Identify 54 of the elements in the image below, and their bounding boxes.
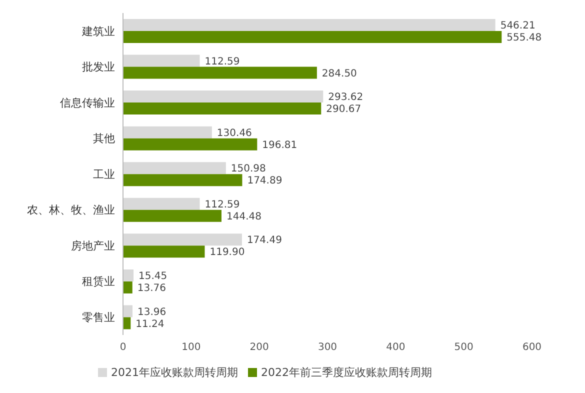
bar xyxy=(123,198,200,210)
data-label: 174.49 xyxy=(246,235,282,246)
data-label: 15.45 xyxy=(138,270,168,282)
data-label: 150.98 xyxy=(230,164,266,175)
x-tick-label: 0 xyxy=(120,342,126,354)
data-label: 290.67 xyxy=(326,104,362,116)
data-label: 130.46 xyxy=(216,128,252,139)
data-label: 13.96 xyxy=(138,306,166,318)
bar xyxy=(123,174,242,186)
data-label: 13.76 xyxy=(137,282,166,294)
data-label: 144.48 xyxy=(226,211,262,222)
x-tick-label: 200 xyxy=(250,342,269,354)
x-tick-label: 400 xyxy=(386,342,406,354)
data-label: 293.62 xyxy=(328,92,364,104)
data-label: 555.48 xyxy=(506,32,542,44)
data-label: 196.81 xyxy=(262,140,298,151)
data-label: 119.90 xyxy=(210,247,245,258)
data-label: 11.24 xyxy=(136,318,164,330)
data-label: 546.21 xyxy=(500,20,536,32)
bar xyxy=(123,19,496,31)
data-label: 174.89 xyxy=(247,176,282,187)
y-tick-label: 农、林、牧、渔业 xyxy=(27,204,115,217)
y-tick-label: 信息传输业 xyxy=(60,96,115,110)
bar xyxy=(123,138,258,150)
bar xyxy=(123,234,242,246)
x-tick-label: 100 xyxy=(182,342,201,354)
bar xyxy=(123,54,200,67)
x-tick-label: 600 xyxy=(522,342,542,354)
bar xyxy=(123,210,222,222)
y-tick-label: 建筑业 xyxy=(81,24,115,38)
x-tick-label: 300 xyxy=(318,342,338,354)
y-tick-label: 工业 xyxy=(93,168,115,181)
bar xyxy=(123,269,134,282)
y-tick-label: 其他 xyxy=(93,132,115,146)
legend-label: 2021年应收账款周转周期 xyxy=(111,366,238,379)
y-tick-label: 零售业 xyxy=(82,311,115,324)
y-tick-label: 批发业 xyxy=(82,60,115,74)
data-label: 112.59 xyxy=(204,199,240,210)
x-tick-label: 500 xyxy=(454,342,474,354)
bar xyxy=(123,31,502,43)
legend-label: 2022年前三季度应收账款周转周期 xyxy=(261,366,432,379)
y-tick-label: 房地产业 xyxy=(71,239,115,252)
bar xyxy=(123,162,226,174)
bar xyxy=(123,246,205,258)
y-tick-label: 租赁业 xyxy=(82,275,115,288)
bar xyxy=(123,102,322,115)
bar xyxy=(123,305,133,318)
data-label: 112.59 xyxy=(204,56,240,68)
data-label: 284.50 xyxy=(322,68,357,80)
bar xyxy=(123,66,317,79)
bar xyxy=(123,317,131,330)
bar xyxy=(123,90,324,103)
bar xyxy=(123,126,212,138)
bar xyxy=(123,281,132,294)
